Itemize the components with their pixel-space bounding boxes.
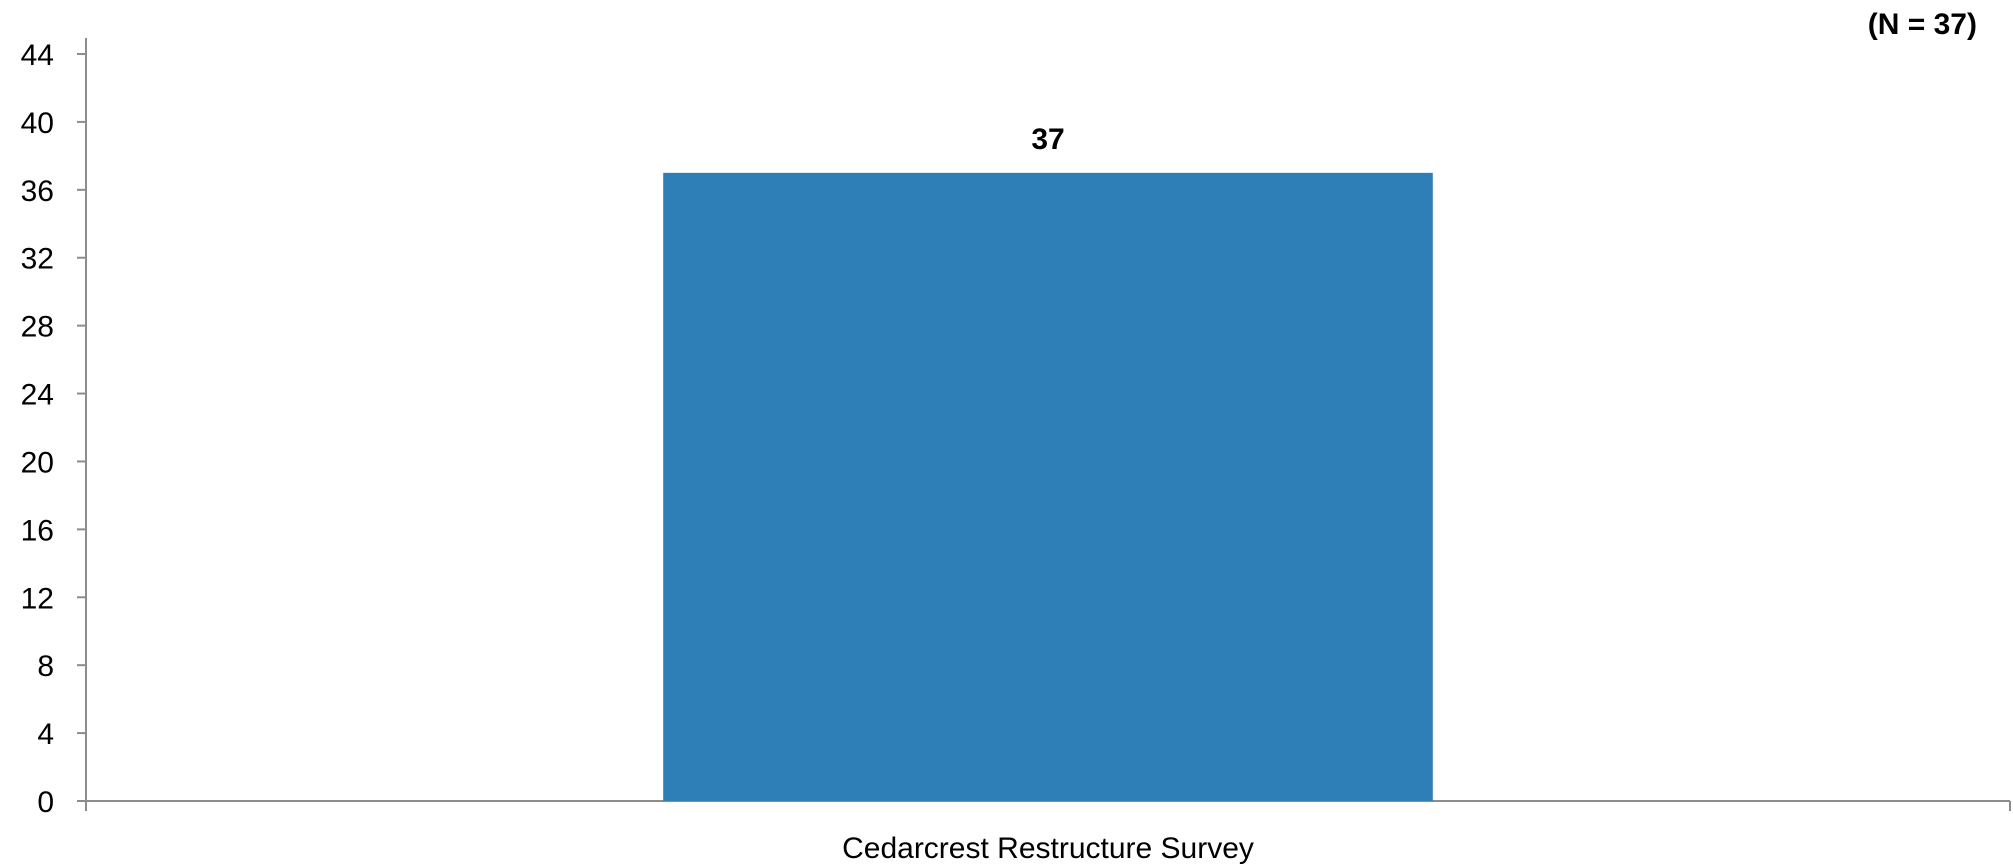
y-axis: 0 4 8 12 16 20 24 28 32 36 40 44 — [21, 38, 87, 819]
y-tick-label: 28 — [21, 311, 54, 344]
y-tick-label: 32 — [21, 243, 54, 276]
x-category-label: Cedarcrest Restructure Survey — [842, 832, 1254, 865]
bar — [663, 172, 1433, 801]
y-tick-label: 36 — [21, 175, 54, 208]
bars: 37 — [663, 123, 1433, 801]
sample-size-annotation: (N = 37) — [1867, 8, 1977, 41]
x-axis: Cedarcrest Restructure Survey — [85, 800, 2011, 865]
bar-data-label: 37 — [1031, 123, 1064, 156]
y-tick-label: 20 — [21, 446, 54, 479]
y-tick-label: 16 — [21, 514, 54, 547]
y-tick-label: 4 — [37, 718, 54, 751]
y-tick-label: 8 — [37, 650, 54, 683]
y-tick-label: 40 — [21, 107, 54, 140]
y-tick-label: 0 — [37, 786, 54, 819]
y-tick-label: 24 — [21, 379, 54, 412]
y-tick-label: 12 — [21, 582, 54, 615]
y-tick-label: 44 — [21, 39, 54, 72]
